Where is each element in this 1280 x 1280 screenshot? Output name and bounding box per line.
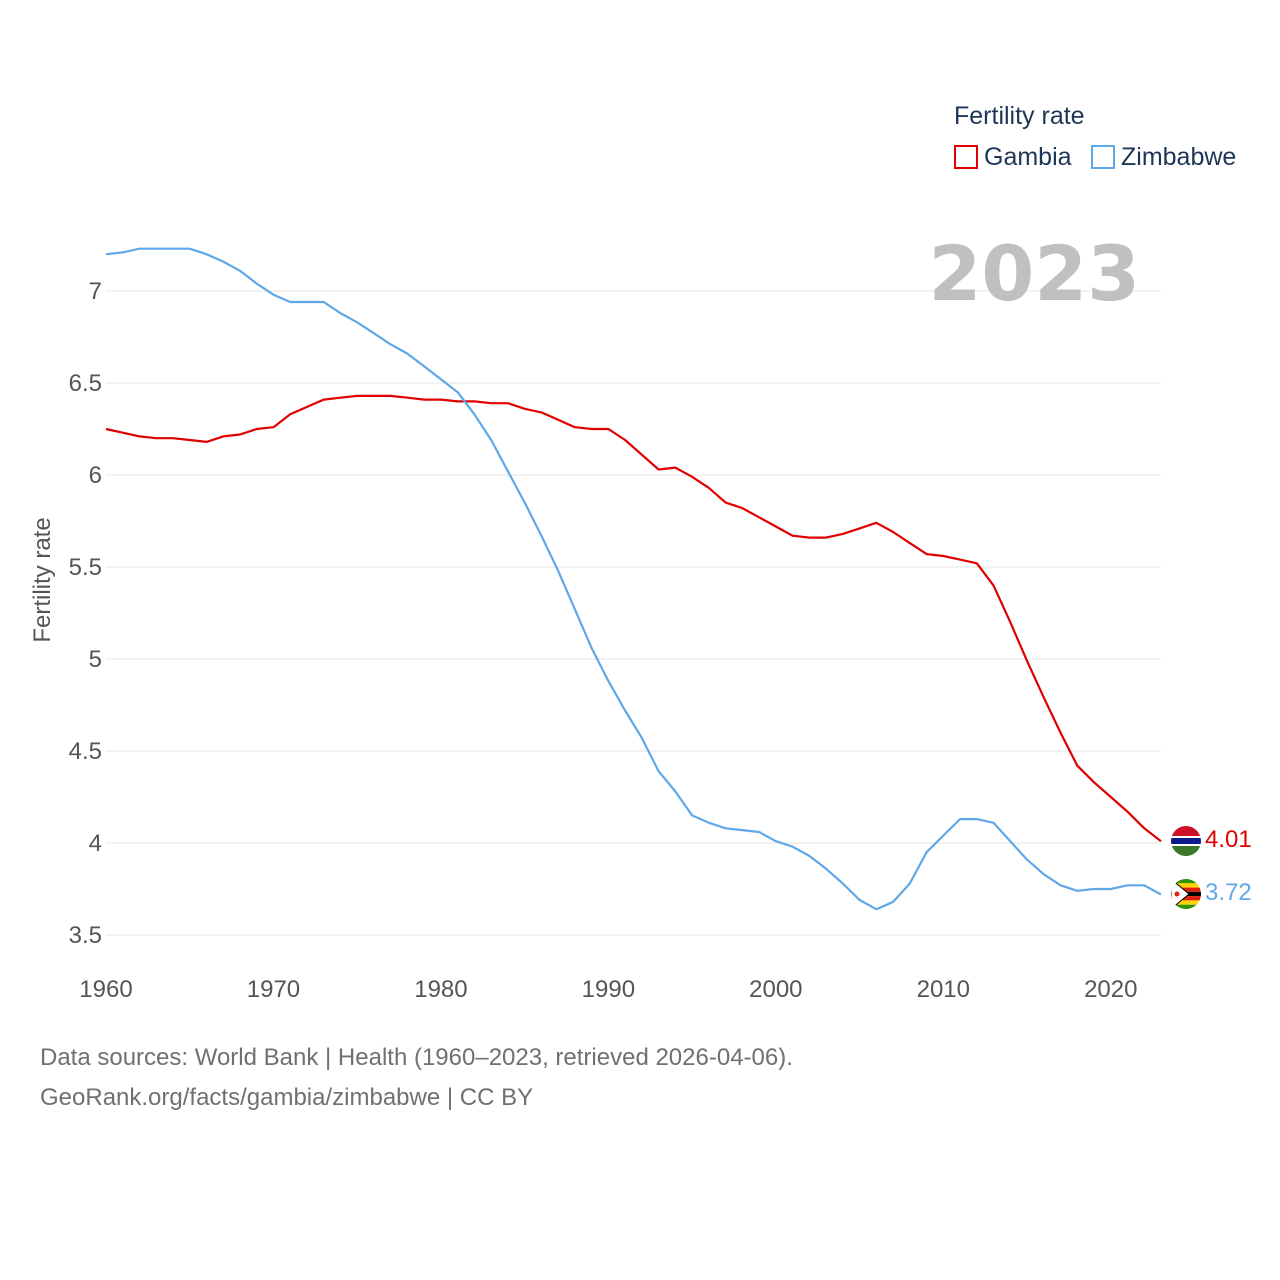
y-tick-label: 7 <box>89 278 102 305</box>
gridlines <box>106 290 1161 936</box>
y-tick-label: 6.5 <box>69 370 102 397</box>
zimbabwe-flag-icon <box>1171 879 1201 909</box>
y-axis-title: Fertility rate <box>29 517 56 642</box>
gambia-flag-icon <box>1171 826 1201 856</box>
series-line-gambia[interactable] <box>105 394 1162 843</box>
legend-title: Fertility rate <box>954 102 1085 130</box>
legend-swatch-gambia <box>954 145 978 169</box>
footer-source: Data sources: World Bank | Health (1960–… <box>40 1044 793 1071</box>
end-label-gambia: 4.01 <box>1205 826 1252 853</box>
x-axis-ticks: 1960 1970 1980 1990 2000 2010 2020 <box>79 976 1137 1003</box>
y-tick-label: 6 <box>89 462 102 489</box>
end-label-zimbabwe: 3.72 <box>1205 879 1252 906</box>
y-tick-label: 4.5 <box>69 738 102 765</box>
x-tick-label: 1990 <box>582 976 635 1003</box>
legend: Fertility rate Gambia Zimbabwe <box>954 102 1236 171</box>
x-tick-label: 1960 <box>79 976 132 1003</box>
y-axis-ticks: 3.5 4 4.5 5 5.5 6 6.5 7 <box>69 278 102 949</box>
legend-swatch-zimbabwe <box>1091 145 1115 169</box>
y-tick-label: 3.5 <box>69 922 102 949</box>
y-tick-label: 5.5 <box>69 554 102 581</box>
footer-link[interactable]: GeoRank.org/facts/gambia/zimbabwe | CC B… <box>40 1084 534 1111</box>
legend-item-gambia[interactable]: Gambia <box>954 143 1072 171</box>
current-year-display: 2023 <box>928 229 1140 318</box>
x-tick-label: 1980 <box>414 976 467 1003</box>
legend-item-zimbabwe[interactable]: Zimbabwe <box>1091 143 1236 171</box>
y-tick-label: 5 <box>89 646 102 673</box>
legend-label-gambia: Gambia <box>984 143 1072 171</box>
legend-label-zimbabwe: Zimbabwe <box>1121 143 1236 171</box>
x-tick-label: 1970 <box>247 976 300 1003</box>
series-line-zimbabwe[interactable] <box>105 247 1162 911</box>
x-tick-label: 2020 <box>1084 976 1137 1003</box>
x-tick-label: 2010 <box>917 976 970 1003</box>
x-tick-label: 2000 <box>749 976 802 1003</box>
y-tick-label: 4 <box>89 830 102 857</box>
